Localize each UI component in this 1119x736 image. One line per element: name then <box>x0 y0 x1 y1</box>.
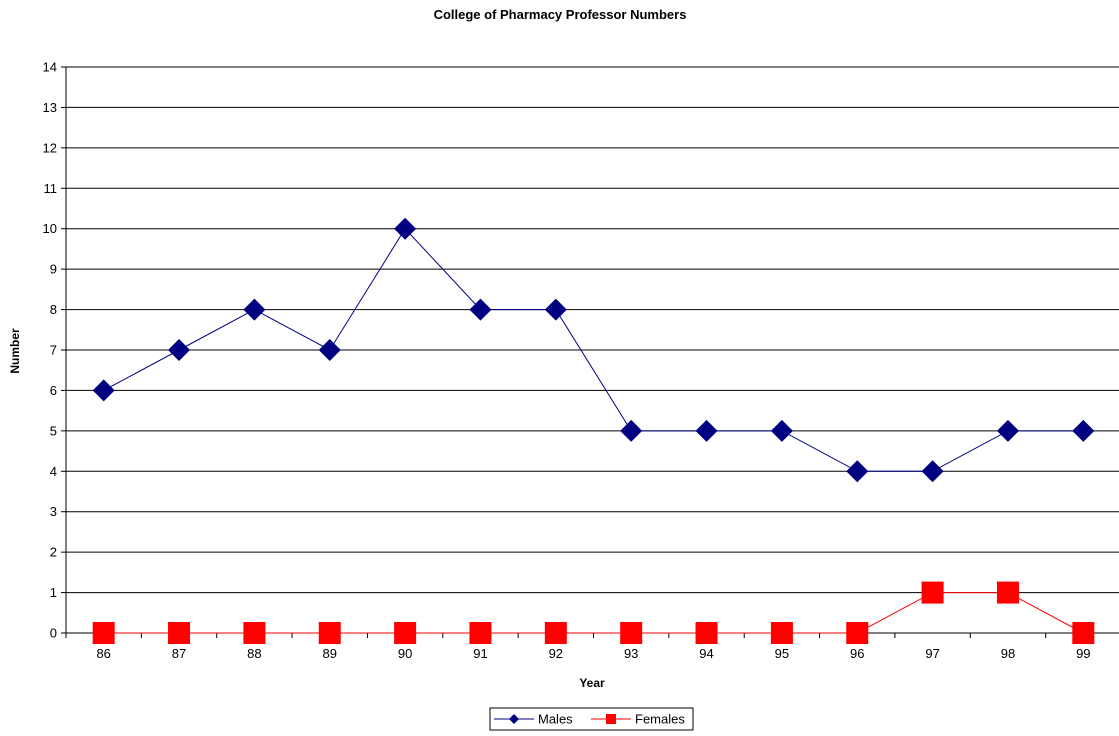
y-tick-label: 11 <box>44 181 58 196</box>
series-line <box>103 227 1084 472</box>
legend-marker <box>509 714 519 724</box>
data-point <box>695 419 718 442</box>
y-tick-label: 4 <box>50 464 57 479</box>
y-tick-label: 2 <box>50 545 57 560</box>
y-tick-label: 7 <box>50 343 57 358</box>
data-point <box>620 419 643 442</box>
x-tick-label: 99 <box>1076 646 1090 661</box>
data-point <box>469 298 492 321</box>
legend-label: Males <box>538 712 573 727</box>
data-point <box>544 622 567 644</box>
data-point <box>92 622 115 644</box>
x-tick-label: 87 <box>172 646 186 661</box>
data-point <box>469 622 492 644</box>
x-tick-label: 96 <box>850 646 864 661</box>
y-tick-label: 1 <box>50 585 57 600</box>
data-point <box>846 460 869 483</box>
series-females <box>92 581 1095 644</box>
x-tick-label: 93 <box>624 646 638 661</box>
data-point <box>996 419 1019 442</box>
data-point <box>620 622 643 644</box>
x-tick-label: 89 <box>323 646 337 661</box>
data-point <box>168 339 191 361</box>
data-point <box>168 622 191 644</box>
data-point <box>243 622 266 644</box>
data-point <box>921 460 944 483</box>
data-point <box>695 622 718 644</box>
data-point <box>1072 622 1095 644</box>
chart-title: College of Pharmacy Professor Numbers <box>434 7 687 22</box>
x-tick-label: 91 <box>473 646 487 661</box>
x-tick-label: 90 <box>398 646 412 661</box>
x-tick-label: 94 <box>699 646 713 661</box>
y-tick-label: 6 <box>50 383 57 398</box>
x-axis-title: Year <box>579 676 605 690</box>
data-point <box>318 622 341 644</box>
data-point <box>92 379 115 402</box>
legend-label: Females <box>635 712 685 727</box>
series-males <box>92 217 1095 483</box>
data-point <box>243 298 266 321</box>
y-tick-label: 8 <box>50 302 57 317</box>
legend-item-males: Males <box>494 712 573 727</box>
x-tick-label: 86 <box>96 646 110 661</box>
data-point <box>921 581 944 604</box>
data-point <box>846 622 869 644</box>
gridlines <box>66 66 1119 594</box>
data-point <box>996 581 1019 604</box>
data-point <box>1072 419 1095 442</box>
x-tick-label: 92 <box>549 646 563 661</box>
y-tick-label: 0 <box>50 626 57 641</box>
data-point <box>394 622 417 644</box>
data-point <box>770 419 793 442</box>
legend-marker <box>606 714 616 724</box>
y-tick-label: 3 <box>50 504 57 519</box>
x-tick-label: 95 <box>775 646 789 661</box>
data-point <box>544 298 567 321</box>
x-tick-label: 88 <box>247 646 261 661</box>
x-tick-label: 98 <box>1001 646 1015 661</box>
x-tick-label: 97 <box>925 646 939 661</box>
y-tick-label: 14 <box>43 60 57 75</box>
y-axis-title: Number <box>8 328 22 374</box>
data-point <box>394 217 417 240</box>
y-tick-label: 5 <box>50 423 57 438</box>
data-point <box>770 622 793 644</box>
y-tick-label: 9 <box>50 262 57 277</box>
data-point <box>318 339 341 361</box>
series-layer <box>92 217 1095 644</box>
legend-item-females: Females <box>591 712 685 727</box>
y-tick-label: 12 <box>43 140 57 155</box>
series-line <box>103 592 1084 634</box>
y-tick-label: 13 <box>43 100 57 115</box>
y-tick-label: 10 <box>43 221 57 236</box>
legend: Males Females <box>489 707 694 731</box>
